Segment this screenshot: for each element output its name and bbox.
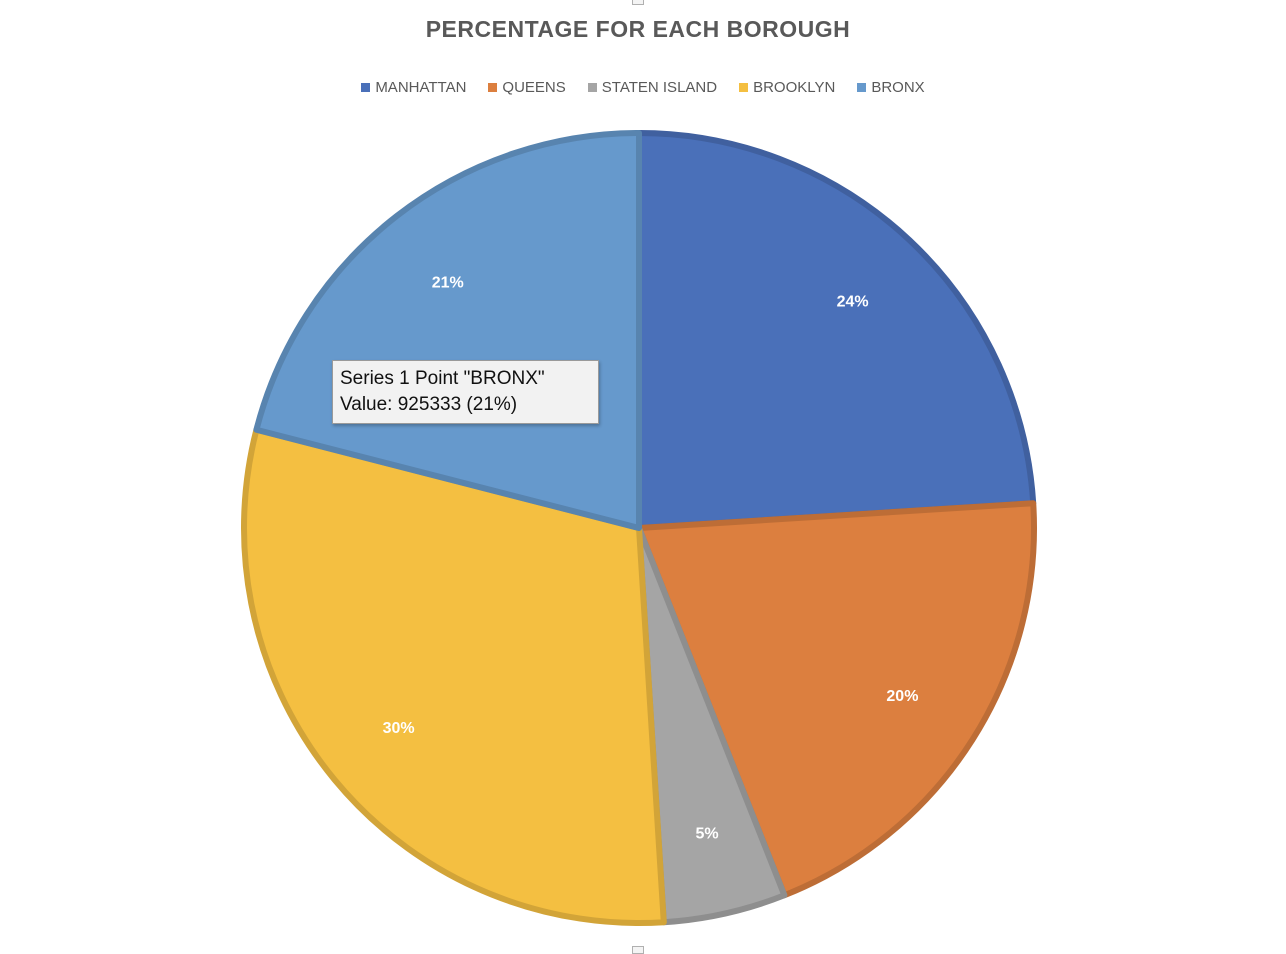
data-label-brooklyn: 30% (383, 720, 415, 737)
data-point-tooltip: Series 1 Point "BRONX" Value: 925333 (21… (332, 360, 599, 424)
legend-item-bronx[interactable]: BRONX (857, 79, 925, 96)
legend-swatch (488, 83, 498, 92)
pie-slice-manhattan[interactable] (636, 130, 1037, 531)
tooltip-series-line: Series 1 Point "BRONX" (340, 368, 545, 389)
legend-label: STATEN ISLAND (601, 79, 718, 96)
tooltip-value-line: Value: 925333 (21%) (340, 394, 518, 415)
legend-label: MANHATTAN (375, 79, 467, 96)
legend-swatch (361, 83, 371, 92)
legend-label: BROOKLYN (753, 79, 836, 96)
data-label-bronx: 21% (432, 274, 464, 291)
legend-swatch (857, 83, 867, 92)
legend-item-manhattan[interactable]: MANHATTAN (361, 79, 466, 96)
pie-slice-queens[interactable] (636, 500, 1037, 899)
pie-slice-brooklyn[interactable] (241, 426, 667, 926)
legend-item-staten-island[interactable]: STATEN ISLAND (587, 79, 718, 96)
legend-label: BRONX (871, 79, 925, 96)
data-label-staten-island: 5% (695, 825, 718, 842)
pie-slice-bronx[interactable] (253, 130, 642, 531)
legend-swatch (587, 83, 597, 92)
legend-swatch (739, 83, 749, 92)
chart-resize-handle-top[interactable] (632, 0, 644, 5)
data-label-manhattan: 24% (837, 294, 869, 311)
legend-label: QUEENS (502, 79, 566, 96)
chart-title: PERCENTAGE FOR EACH BOROUGH (425, 16, 851, 42)
chart-resize-handle-bottom[interactable] (632, 946, 644, 954)
legend-item-queens[interactable]: QUEENS (488, 79, 566, 96)
legend-item-brooklyn[interactable]: BROOKLYN (739, 79, 835, 96)
data-label-queens: 20% (886, 688, 918, 705)
chart-legend: MANHATTAN QUEENS STATEN ISLAND BROOKLYN BRON… (0, 79, 1286, 96)
